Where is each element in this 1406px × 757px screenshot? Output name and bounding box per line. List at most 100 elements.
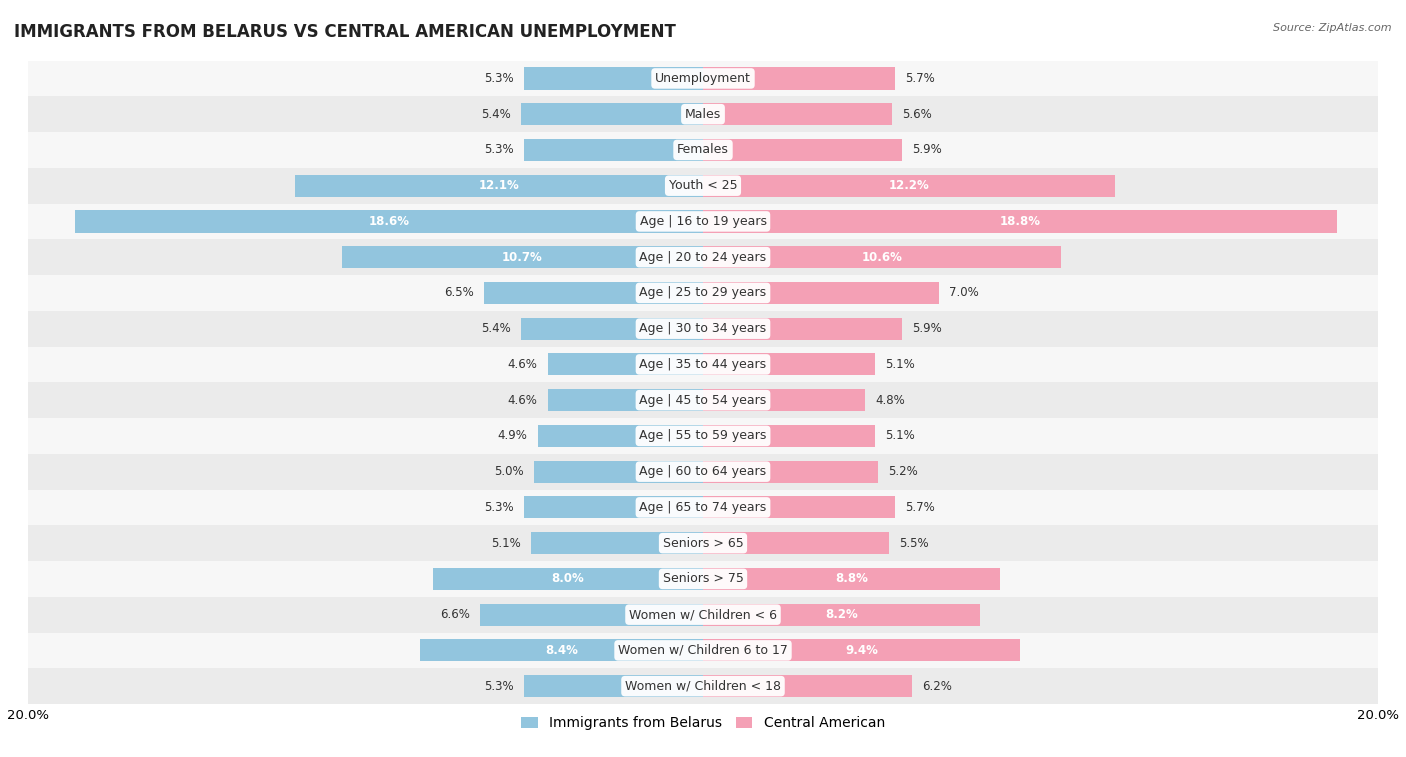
Text: 8.2%: 8.2% bbox=[825, 608, 858, 621]
Text: 4.9%: 4.9% bbox=[498, 429, 527, 442]
Text: 5.1%: 5.1% bbox=[886, 358, 915, 371]
Bar bbox=[419, 640, 703, 662]
Bar bbox=[703, 139, 903, 161]
Bar bbox=[703, 210, 1337, 232]
Bar bbox=[484, 282, 703, 304]
Text: 5.5%: 5.5% bbox=[898, 537, 928, 550]
Text: 6.2%: 6.2% bbox=[922, 680, 952, 693]
Text: 8.8%: 8.8% bbox=[835, 572, 868, 585]
Text: Women w/ Children < 18: Women w/ Children < 18 bbox=[626, 680, 780, 693]
Bar bbox=[531, 532, 703, 554]
Text: 5.0%: 5.0% bbox=[495, 465, 524, 478]
Bar bbox=[28, 453, 1378, 490]
Text: Women w/ Children < 6: Women w/ Children < 6 bbox=[628, 608, 778, 621]
Text: Age | 25 to 29 years: Age | 25 to 29 years bbox=[640, 286, 766, 300]
Bar bbox=[703, 318, 903, 340]
Text: Age | 55 to 59 years: Age | 55 to 59 years bbox=[640, 429, 766, 442]
Text: Unemployment: Unemployment bbox=[655, 72, 751, 85]
Bar bbox=[534, 460, 703, 483]
Bar bbox=[28, 597, 1378, 633]
Text: Females: Females bbox=[678, 143, 728, 157]
Bar bbox=[28, 311, 1378, 347]
Text: 12.2%: 12.2% bbox=[889, 179, 929, 192]
Text: 9.4%: 9.4% bbox=[845, 644, 877, 657]
Bar bbox=[28, 347, 1378, 382]
Bar bbox=[537, 425, 703, 447]
Bar bbox=[703, 246, 1060, 268]
Bar bbox=[548, 354, 703, 375]
Bar bbox=[703, 460, 879, 483]
Bar bbox=[703, 425, 875, 447]
Bar bbox=[28, 633, 1378, 668]
Text: 5.1%: 5.1% bbox=[491, 537, 520, 550]
Legend: Immigrants from Belarus, Central American: Immigrants from Belarus, Central America… bbox=[516, 711, 890, 736]
Text: 5.4%: 5.4% bbox=[481, 107, 510, 120]
Text: 10.7%: 10.7% bbox=[502, 251, 543, 263]
Text: Seniors > 65: Seniors > 65 bbox=[662, 537, 744, 550]
Text: 5.1%: 5.1% bbox=[886, 429, 915, 442]
Bar bbox=[28, 668, 1378, 704]
Text: Age | 35 to 44 years: Age | 35 to 44 years bbox=[640, 358, 766, 371]
Text: Age | 45 to 54 years: Age | 45 to 54 years bbox=[640, 394, 766, 407]
Bar bbox=[703, 497, 896, 519]
Bar bbox=[28, 132, 1378, 168]
Text: Males: Males bbox=[685, 107, 721, 120]
Bar bbox=[703, 354, 875, 375]
Bar bbox=[703, 532, 889, 554]
Text: 4.6%: 4.6% bbox=[508, 358, 537, 371]
Bar bbox=[342, 246, 703, 268]
Bar bbox=[703, 282, 939, 304]
Bar bbox=[703, 640, 1021, 662]
Text: Age | 60 to 64 years: Age | 60 to 64 years bbox=[640, 465, 766, 478]
Text: Seniors > 75: Seniors > 75 bbox=[662, 572, 744, 585]
Bar bbox=[28, 204, 1378, 239]
Bar bbox=[295, 175, 703, 197]
Bar bbox=[481, 603, 703, 626]
Bar bbox=[28, 561, 1378, 597]
Bar bbox=[524, 139, 703, 161]
Bar bbox=[28, 525, 1378, 561]
Text: 4.6%: 4.6% bbox=[508, 394, 537, 407]
Text: 5.3%: 5.3% bbox=[485, 680, 515, 693]
Text: 5.9%: 5.9% bbox=[912, 322, 942, 335]
Bar bbox=[703, 675, 912, 697]
Text: 5.3%: 5.3% bbox=[485, 143, 515, 157]
Bar bbox=[524, 67, 703, 89]
Text: Age | 20 to 24 years: Age | 20 to 24 years bbox=[640, 251, 766, 263]
Text: 8.0%: 8.0% bbox=[551, 572, 585, 585]
Bar bbox=[28, 61, 1378, 96]
Text: IMMIGRANTS FROM BELARUS VS CENTRAL AMERICAN UNEMPLOYMENT: IMMIGRANTS FROM BELARUS VS CENTRAL AMERI… bbox=[14, 23, 676, 41]
Bar bbox=[28, 490, 1378, 525]
Bar bbox=[520, 318, 703, 340]
Text: 4.8%: 4.8% bbox=[875, 394, 905, 407]
Text: 18.6%: 18.6% bbox=[368, 215, 409, 228]
Bar bbox=[28, 275, 1378, 311]
Bar bbox=[520, 103, 703, 125]
Text: 5.9%: 5.9% bbox=[912, 143, 942, 157]
Text: 12.1%: 12.1% bbox=[478, 179, 519, 192]
Text: Women w/ Children 6 to 17: Women w/ Children 6 to 17 bbox=[619, 644, 787, 657]
Text: 8.4%: 8.4% bbox=[546, 644, 578, 657]
Text: 18.8%: 18.8% bbox=[1000, 215, 1040, 228]
Bar bbox=[433, 568, 703, 590]
Text: 5.6%: 5.6% bbox=[903, 107, 932, 120]
Text: 6.6%: 6.6% bbox=[440, 608, 470, 621]
Bar bbox=[28, 382, 1378, 418]
Text: Source: ZipAtlas.com: Source: ZipAtlas.com bbox=[1274, 23, 1392, 33]
Text: 6.5%: 6.5% bbox=[444, 286, 474, 300]
Bar bbox=[548, 389, 703, 411]
Bar bbox=[28, 418, 1378, 453]
Bar bbox=[76, 210, 703, 232]
Text: 5.2%: 5.2% bbox=[889, 465, 918, 478]
Text: 5.3%: 5.3% bbox=[485, 501, 515, 514]
Text: Age | 16 to 19 years: Age | 16 to 19 years bbox=[640, 215, 766, 228]
Text: Age | 30 to 34 years: Age | 30 to 34 years bbox=[640, 322, 766, 335]
Text: Youth < 25: Youth < 25 bbox=[669, 179, 737, 192]
Text: 7.0%: 7.0% bbox=[949, 286, 979, 300]
Bar bbox=[28, 96, 1378, 132]
Bar bbox=[28, 239, 1378, 275]
Bar bbox=[703, 175, 1115, 197]
Text: 5.3%: 5.3% bbox=[485, 72, 515, 85]
Text: 5.7%: 5.7% bbox=[905, 501, 935, 514]
Bar bbox=[524, 497, 703, 519]
